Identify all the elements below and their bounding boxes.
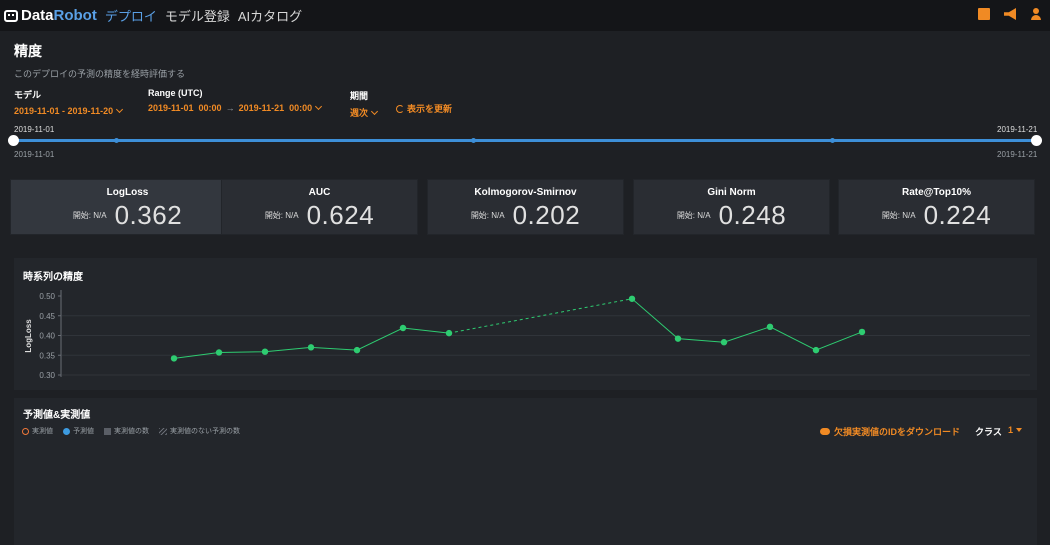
dot-marker-icon	[63, 427, 70, 435]
chart-legend: 実測値 予測値 実測値の数 実測値のない予測の数	[22, 426, 240, 436]
y-axis-label: LogLoss	[24, 319, 33, 353]
ring-marker-icon	[22, 427, 29, 435]
arrow-right-icon: →	[225, 103, 235, 113]
series-line-dashed	[448, 298, 633, 334]
range-end: 2019-11-21 00:00	[238, 103, 313, 113]
metric-tile-auc[interactable]: AUC 開始: N/A 0.624	[221, 179, 418, 235]
caret-down-icon	[1016, 428, 1023, 432]
timeseries-title: 時系列の精度	[23, 272, 83, 283]
date-range-slider[interactable]	[14, 139, 1037, 142]
data-point	[445, 329, 453, 337]
data-point	[812, 346, 820, 354]
series-line	[631, 298, 863, 351]
class-select[interactable]: 1	[1008, 425, 1023, 435]
download-missing-ids-button[interactable]: 欠損実測値のIDをダウンロード	[820, 425, 960, 438]
metric-tile-ks[interactable]: Kolmogorov-Smirnov 開始: N/A 0.202	[427, 179, 624, 235]
datarobot-logo[interactable]: Data Robot	[4, 7, 97, 24]
hatch-marker-icon	[159, 427, 167, 435]
page-subtitle: このデプロイの予測の精度を経時評価する	[14, 69, 186, 79]
nav-link-deploy[interactable]: デプロイ	[104, 9, 157, 24]
slider-max-label: 2019-11-21	[997, 150, 1038, 159]
data-point	[720, 339, 728, 346]
metric-tile-logloss[interactable]: LogLoss 開始: N/A 0.362	[10, 179, 245, 235]
legend-actual[interactable]: 実測値	[22, 426, 53, 436]
refresh-button[interactable]: 表示を更新	[396, 102, 452, 115]
data-point	[674, 335, 682, 342]
refresh-icon	[396, 105, 404, 113]
slider-end-label: 2019-11-21	[997, 125, 1038, 134]
slider-tick	[830, 138, 835, 143]
legend-actual-count[interactable]: 実測値の数	[104, 426, 149, 436]
data-point	[858, 328, 866, 336]
data-point	[170, 355, 178, 362]
page-title: 精度	[14, 43, 42, 59]
data-point	[307, 344, 315, 351]
model-label: モデル	[14, 90, 42, 100]
book-icon[interactable]	[978, 8, 990, 20]
data-point	[353, 346, 361, 354]
square-marker-icon	[104, 427, 111, 435]
data-point	[628, 295, 636, 302]
predicted-actual-panel: 予測値&実測値	[14, 398, 1037, 545]
class-label: クラス	[975, 427, 1002, 437]
metric-tile-rate-top10[interactable]: Rate@Top10% 開始: N/A 0.224	[838, 179, 1035, 235]
data-point	[399, 324, 407, 332]
period-select[interactable]: 週次	[350, 106, 379, 119]
slider-start-handle[interactable]	[8, 135, 19, 146]
slider-tick	[471, 138, 476, 143]
robot-logo-icon	[4, 9, 18, 22]
metric-tile-gini-norm[interactable]: Gini Norm 開始: N/A 0.248	[633, 179, 830, 235]
y-tick-label: 0.40	[39, 332, 55, 341]
predicted-actual-title: 予測値&実測値	[23, 410, 91, 421]
data-point	[766, 323, 774, 331]
model-select[interactable]: 2019-11-01 - 2019-11-20	[14, 105, 124, 116]
y-tick-label: 0.30	[39, 371, 55, 380]
y-tick-label: 0.50	[39, 292, 55, 301]
slider-end-handle[interactable]	[1031, 135, 1042, 146]
data-point	[261, 348, 269, 355]
nav-icons	[978, 8, 1042, 20]
range-select[interactable]: 2019-11-01 00:00 → 2019-11-21 00:00	[148, 102, 323, 113]
range-label: Range (UTC)	[148, 88, 203, 98]
y-tick-label: 0.45	[39, 312, 55, 321]
user-icon[interactable]	[1030, 8, 1042, 20]
slider-min-label: 2019-11-01	[14, 150, 55, 159]
legend-no-actual-count[interactable]: 実測値のない予測の数	[159, 426, 240, 436]
legend-predicted[interactable]: 予測値	[63, 426, 94, 436]
nav-link-ai-catalog[interactable]: AIカタログ	[237, 9, 303, 24]
slider-tick	[114, 138, 119, 143]
timeseries-panel: 時系列の精度	[14, 258, 1037, 390]
series-line	[173, 327, 450, 359]
slider-start-label: 2019-11-01	[14, 125, 55, 134]
period-label: 期間	[350, 91, 369, 101]
range-start: 2019-11-01 00:00	[148, 103, 222, 113]
data-point	[215, 349, 223, 356]
top-nav: Data Robot デプロイ モデル登録 AIカタログ	[0, 0, 1050, 31]
y-tick-label: 0.35	[39, 351, 55, 360]
nav-link-model-registry[interactable]: モデル登録	[164, 9, 230, 24]
cloud-download-icon	[820, 428, 830, 435]
